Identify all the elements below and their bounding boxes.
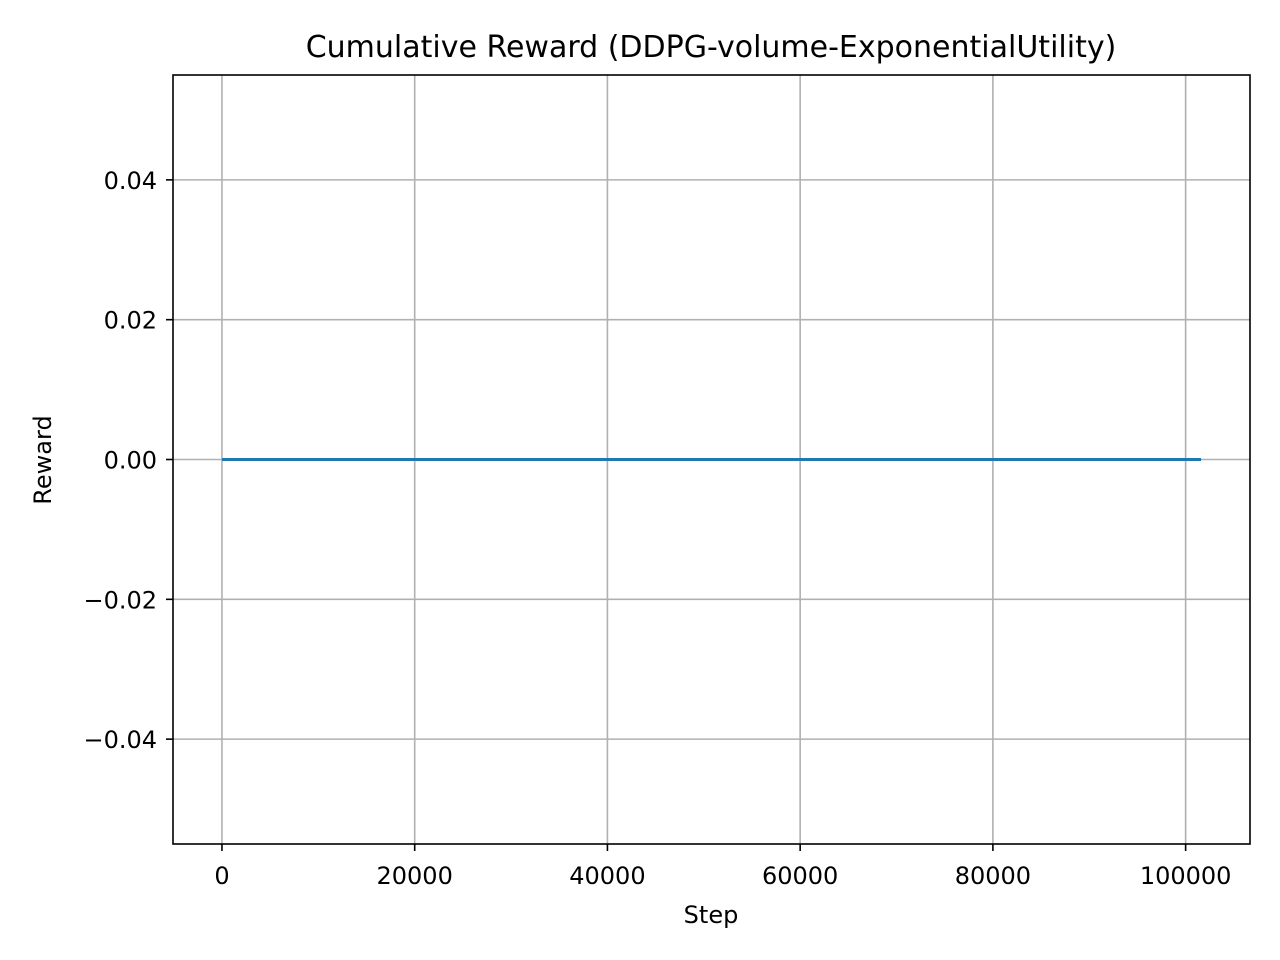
tick-layer: 0 20000 40000 60000 80000 100000 −0.04 −0.02 0.0… (83, 167, 1231, 890)
chart-title: Cumulative Reward (DDPG-volume-Exponenti… (306, 30, 1117, 65)
x-tick-label: 0 (214, 862, 229, 890)
y-tick-label: 0.04 (104, 167, 157, 195)
y-tick-label: −0.02 (83, 586, 157, 614)
x-tick-label: 80000 (955, 862, 1031, 890)
y-axis-label: Reward (29, 415, 57, 504)
x-axis-label: Step (684, 901, 739, 929)
x-tick-label: 20000 (377, 862, 453, 890)
x-tick-label: 100000 (1140, 862, 1232, 890)
x-tick-label: 60000 (762, 862, 838, 890)
y-tick-label: 0.02 (104, 307, 157, 335)
y-tick-label: 0.00 (104, 447, 157, 475)
x-tick-label: 40000 (569, 862, 645, 890)
y-tick-label: −0.04 (83, 726, 157, 754)
